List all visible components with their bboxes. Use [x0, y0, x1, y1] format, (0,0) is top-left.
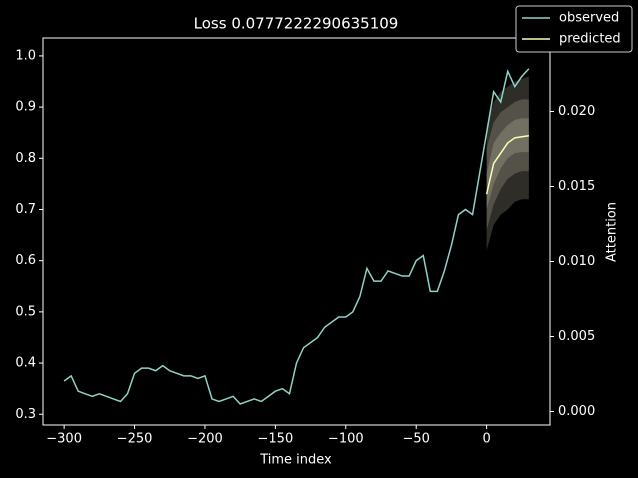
- series-line: [63, 68, 530, 405]
- quantile-band: [486, 118, 529, 210]
- x-tick-label: 0: [482, 432, 490, 447]
- quantile-band: [486, 76, 529, 251]
- y2-tick-label: 0.000: [558, 404, 595, 419]
- y-tick-label: 1.0: [15, 48, 36, 63]
- y-tick-label: 0.9: [15, 100, 36, 115]
- y2-axis-label: Attention: [605, 202, 620, 262]
- y2-tick-label: 0.005: [558, 329, 595, 344]
- legend: observed predicted: [515, 5, 633, 53]
- x-axis-label: Time index: [259, 453, 332, 468]
- legend-label: observed: [559, 11, 619, 26]
- x-tick-label: −150: [258, 432, 294, 447]
- y-tick-label: 0.5: [15, 304, 36, 319]
- y-tick-label: 0.4: [15, 356, 36, 371]
- y2-tick-label: 0.015: [558, 179, 595, 194]
- x-tick-label: −200: [187, 432, 223, 447]
- chart-title: Loss 0.0777222290635109: [194, 15, 399, 33]
- x-tick-label: −100: [328, 432, 364, 447]
- y-tick-label: 0.8: [15, 151, 36, 166]
- quantile-band: [486, 99, 529, 230]
- legend-label: predicted: [559, 32, 621, 47]
- y-tick-label: 0.7: [15, 202, 36, 217]
- x-tick-label: −250: [117, 432, 153, 447]
- plot-frame: [42, 37, 551, 426]
- y-tick-label: 0.6: [15, 253, 36, 268]
- x-tick-label: −300: [46, 432, 82, 447]
- x-tick-label: −50: [402, 432, 429, 447]
- y2-tick-label: 0.020: [558, 104, 595, 119]
- y-tick-label: 0.3: [15, 407, 36, 422]
- series-line: [485, 135, 529, 195]
- y2-tick-label: 0.010: [558, 254, 595, 269]
